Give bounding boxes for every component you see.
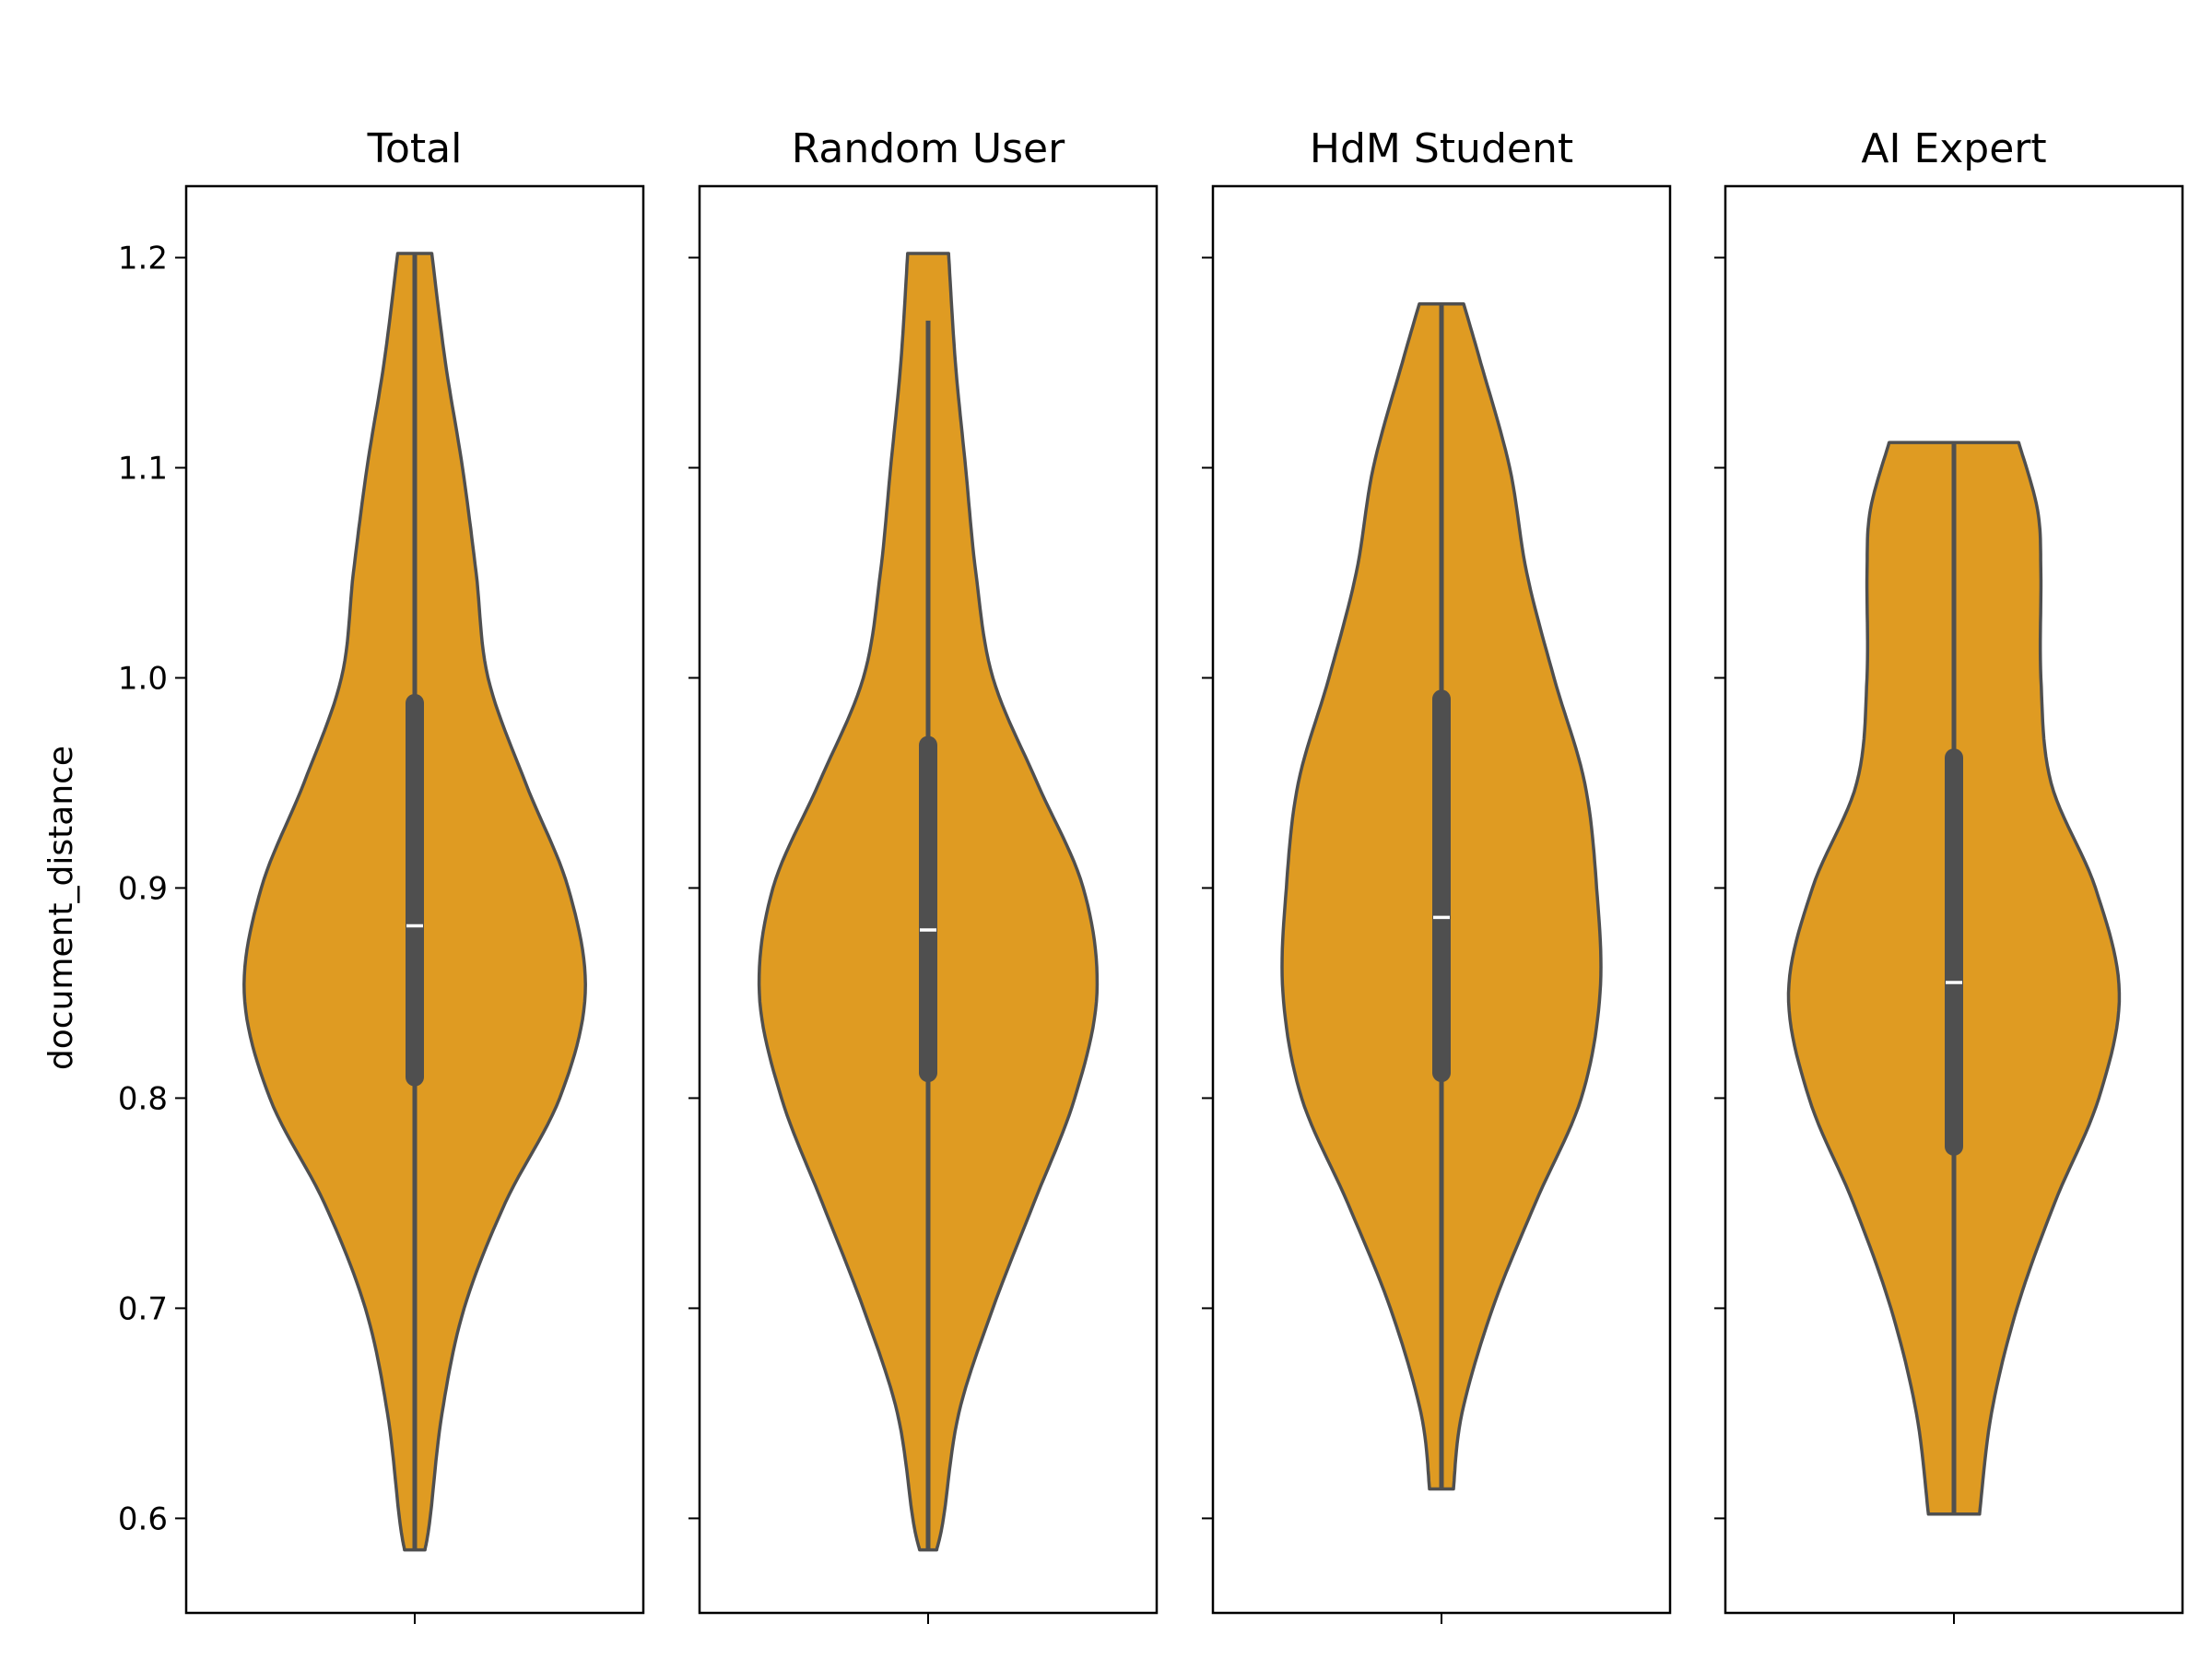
y-tick-label: 1.2 — [118, 241, 168, 277]
panel-random-user: Random User — [688, 125, 1159, 1624]
panel-title: Total — [367, 125, 463, 172]
panels: Total 0.6 0.7 0.8 0.9 1.0 1.1 1.2 Random User HdM… — [118, 125, 2184, 1624]
y-tick-label: 1.0 — [118, 660, 168, 697]
panel-total: Total 0.6 0.7 0.8 0.9 1.0 1.1 1.2 — [118, 125, 645, 1624]
y-tick-label: 0.6 — [118, 1500, 168, 1537]
panel-title: AI Expert — [1861, 125, 2046, 172]
panel-title: HdM Student — [1310, 125, 1573, 172]
y-axis-label: document_distance — [42, 746, 80, 1070]
y-tick-label: 1.1 — [118, 450, 168, 487]
panel-ai-expert: AI Expert — [1714, 125, 2184, 1624]
y-tick-label: 0.7 — [118, 1290, 168, 1327]
y-tick-label: 0.9 — [118, 870, 168, 907]
y-tick-label: 0.8 — [118, 1080, 168, 1117]
panel-title: Random User — [792, 125, 1065, 172]
panel-hdm-student: HdM Student — [1202, 125, 1672, 1624]
